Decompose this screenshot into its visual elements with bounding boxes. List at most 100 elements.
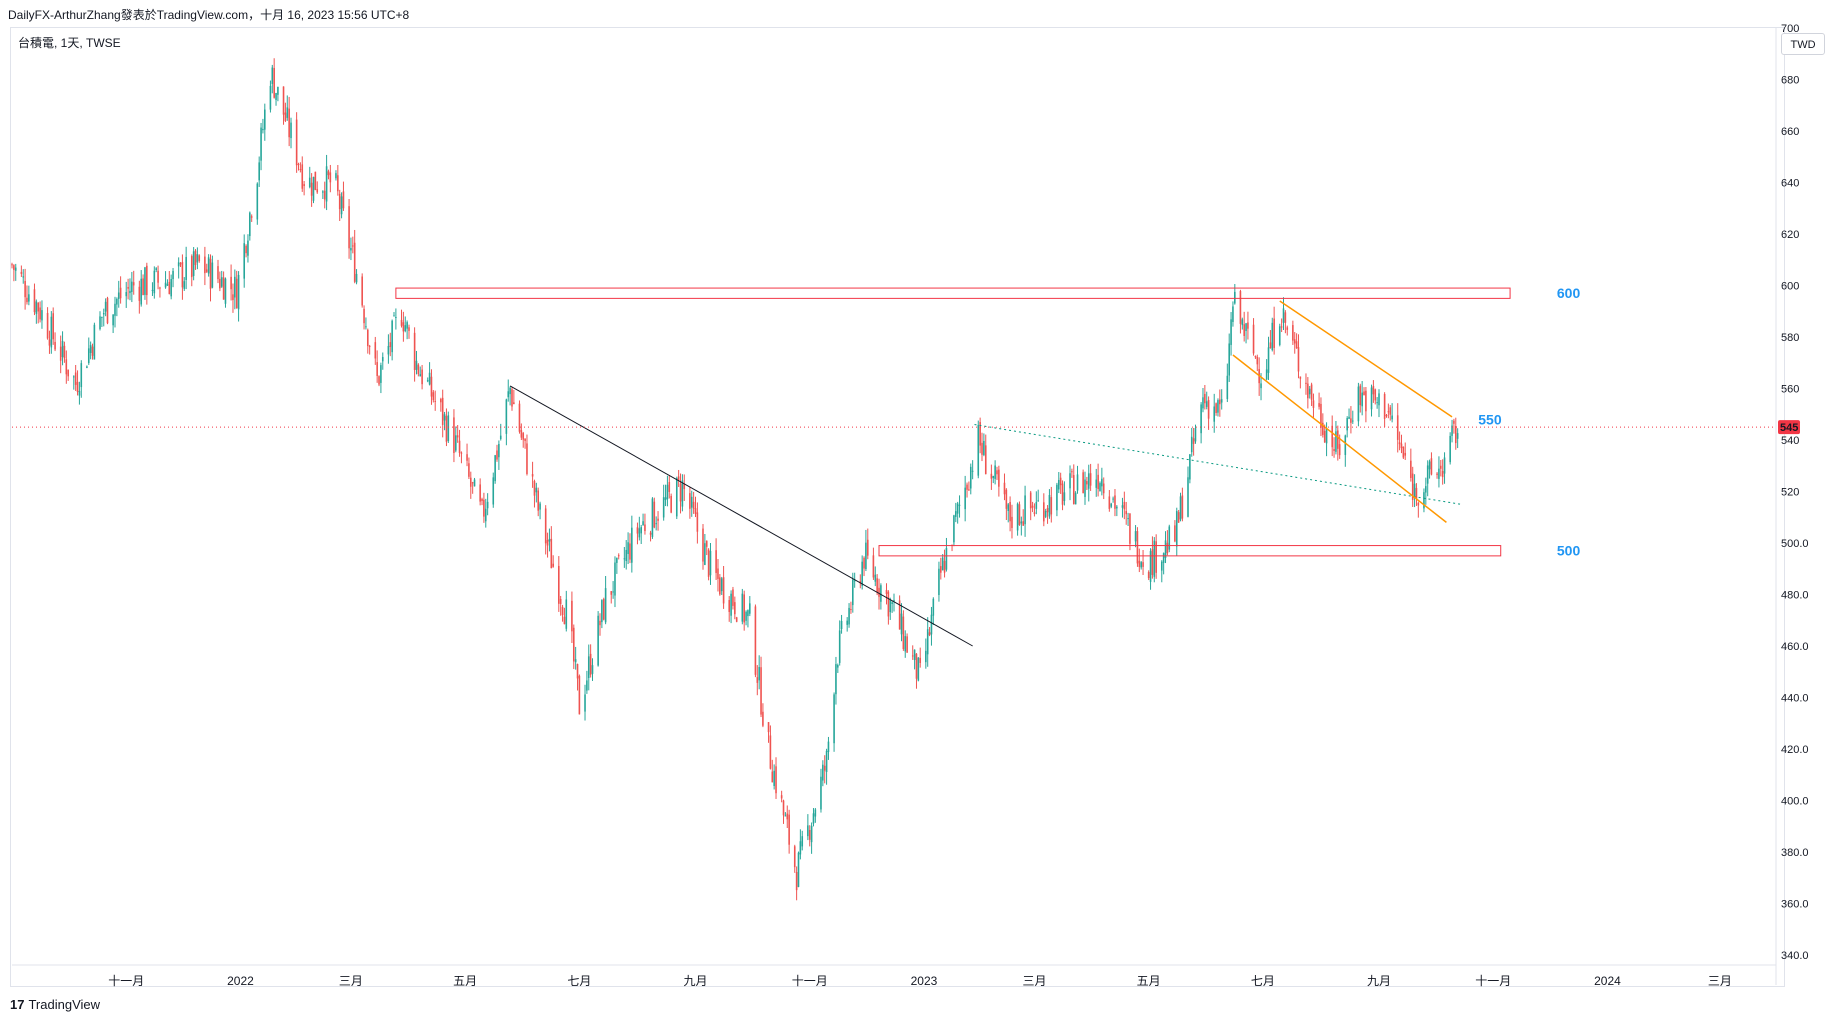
candle (1282, 297, 1285, 330)
candle (72, 375, 75, 390)
candle-body (217, 266, 219, 280)
candle-body (599, 620, 601, 626)
candle-body (119, 287, 122, 299)
candle-body (507, 391, 510, 398)
candle (1310, 382, 1313, 407)
candle-body (417, 364, 420, 375)
candle-body (625, 549, 628, 562)
candle-body (168, 281, 171, 295)
candle-body (52, 313, 54, 340)
price-tick-label: 700 (1781, 23, 1799, 35)
candle-body (1348, 416, 1350, 419)
candle-body (155, 268, 157, 271)
price-tick-label: 340.0 (1781, 950, 1809, 962)
candle-body (284, 112, 287, 121)
candle (249, 211, 251, 241)
candle-body (1423, 492, 1425, 509)
candle (866, 528, 869, 560)
candle (468, 457, 470, 480)
candle-body (387, 345, 390, 355)
candle-body (33, 289, 36, 313)
candle (1220, 389, 1223, 410)
tradingview-logo[interactable]: 17 TradingView (10, 997, 100, 1012)
candle (1125, 501, 1128, 525)
candle (760, 656, 762, 718)
time-tick-label: 三月 (1708, 974, 1732, 988)
candle (250, 214, 253, 222)
candle (571, 591, 573, 644)
candle (245, 244, 247, 258)
candle-body (1239, 291, 1242, 324)
candle-body (1108, 496, 1111, 509)
candle-body (286, 107, 289, 118)
candle (1337, 425, 1339, 461)
candle (1346, 416, 1348, 438)
candle (578, 674, 581, 715)
candle-body (801, 836, 804, 847)
candle-body (322, 191, 324, 193)
candle-body (132, 282, 135, 286)
candle (363, 305, 365, 330)
candle-body (812, 813, 815, 824)
candle (966, 482, 968, 498)
candle (902, 610, 905, 651)
candle-body (629, 543, 631, 560)
candle-body (1454, 426, 1457, 444)
candle-body (1396, 415, 1399, 440)
candle (747, 609, 749, 628)
price-tick-label: 640 (1781, 178, 1799, 190)
candle (1219, 389, 1221, 417)
candle (1410, 448, 1412, 482)
candle-body (80, 363, 83, 388)
candle-body (20, 271, 23, 274)
candle-body (531, 474, 534, 477)
candle-body (28, 294, 30, 302)
candle-body (222, 277, 225, 300)
candle (260, 122, 262, 171)
symbol-title[interactable]: 台積電, 1天, TWSE (18, 36, 121, 50)
candle-body (256, 183, 259, 220)
candle (953, 514, 955, 547)
candle (170, 274, 172, 300)
candle (876, 574, 878, 596)
candle-body (415, 360, 418, 370)
candle-body (1376, 402, 1378, 404)
candle (172, 267, 174, 288)
candle-body (1189, 454, 1191, 480)
candle-body (404, 325, 407, 332)
candle-body (190, 256, 193, 278)
candle (709, 542, 712, 585)
candle-body (129, 290, 131, 294)
candle (715, 538, 717, 580)
candle (1361, 381, 1363, 416)
candle-body (329, 172, 332, 183)
candle-body (743, 594, 745, 623)
candle (1168, 524, 1171, 553)
candle-body (1020, 521, 1023, 524)
candle (586, 670, 588, 694)
candle (217, 259, 219, 284)
candle (602, 597, 605, 621)
candle (1305, 373, 1307, 395)
candle (539, 501, 541, 520)
candle-body (445, 415, 448, 442)
candle (1286, 325, 1289, 336)
candle (1215, 402, 1217, 416)
candle-body (1333, 449, 1335, 452)
candle (938, 561, 940, 602)
candle (50, 311, 53, 354)
candle (413, 327, 416, 382)
candle (1370, 384, 1373, 417)
candle (1177, 509, 1180, 523)
currency-button[interactable]: TWD (1781, 33, 1825, 55)
candle-body (1037, 500, 1039, 502)
candle-body (1335, 431, 1337, 452)
candle (190, 254, 193, 287)
candle-body (526, 443, 528, 474)
candle-body (1043, 502, 1045, 522)
candle-body (666, 484, 669, 500)
candle (1187, 466, 1189, 518)
price-tick-label: 600 (1781, 281, 1799, 293)
candle-body (170, 279, 172, 297)
